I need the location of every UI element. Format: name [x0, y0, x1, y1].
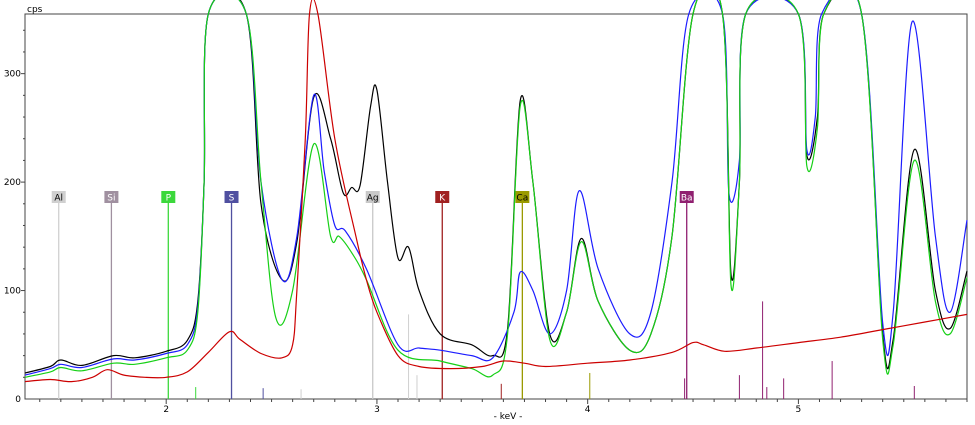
y-tick-label-100: 100 — [4, 287, 21, 297]
element-label-box-p — [161, 191, 176, 203]
x-tick-label-2: 2 — [163, 405, 169, 415]
element-label-box-ca — [515, 191, 530, 203]
element-label-si: Si — [107, 194, 115, 204]
element-markers-layer: Al Si P S Ag K Ca Ba — [51, 191, 694, 399]
element-label-box-si — [104, 191, 119, 203]
element-label-p: P — [166, 194, 172, 204]
series-line-2 — [24, 0, 968, 378]
element-label-ag: Ag — [367, 194, 379, 204]
element-label-box-k — [435, 191, 450, 203]
series-line-3 — [24, 0, 968, 383]
element-label-box-s — [224, 191, 239, 203]
y-axis-title: cps — [27, 5, 43, 15]
element-label-box-ag — [365, 191, 380, 203]
axes-layer: 2 3 4 5 100 200 300 0 — [4, 29, 968, 415]
x-tick-label-3: 3 — [374, 405, 380, 415]
y-tick-label-0: 0 — [15, 395, 21, 405]
series-layer — [24, 0, 968, 383]
element-label-k: K — [439, 194, 446, 204]
element-label-ba: Ba — [681, 194, 693, 204]
plot-frame — [24, 13, 968, 400]
x-axis-title: - keV - — [494, 412, 523, 422]
element-label-box-ba — [679, 191, 694, 203]
x-tick-label-5: 5 — [796, 405, 802, 415]
element-label-s: S — [229, 194, 235, 204]
x-tick-label-4: 4 — [585, 405, 591, 415]
y-tick-label-200: 200 — [4, 178, 21, 188]
element-label-ca: Ca — [516, 194, 528, 204]
element-label-box-al — [51, 191, 66, 203]
y-tick-label-300: 300 — [4, 70, 21, 80]
minor-lines-layer — [195, 301, 915, 399]
element-label-al: Al — [54, 194, 63, 204]
